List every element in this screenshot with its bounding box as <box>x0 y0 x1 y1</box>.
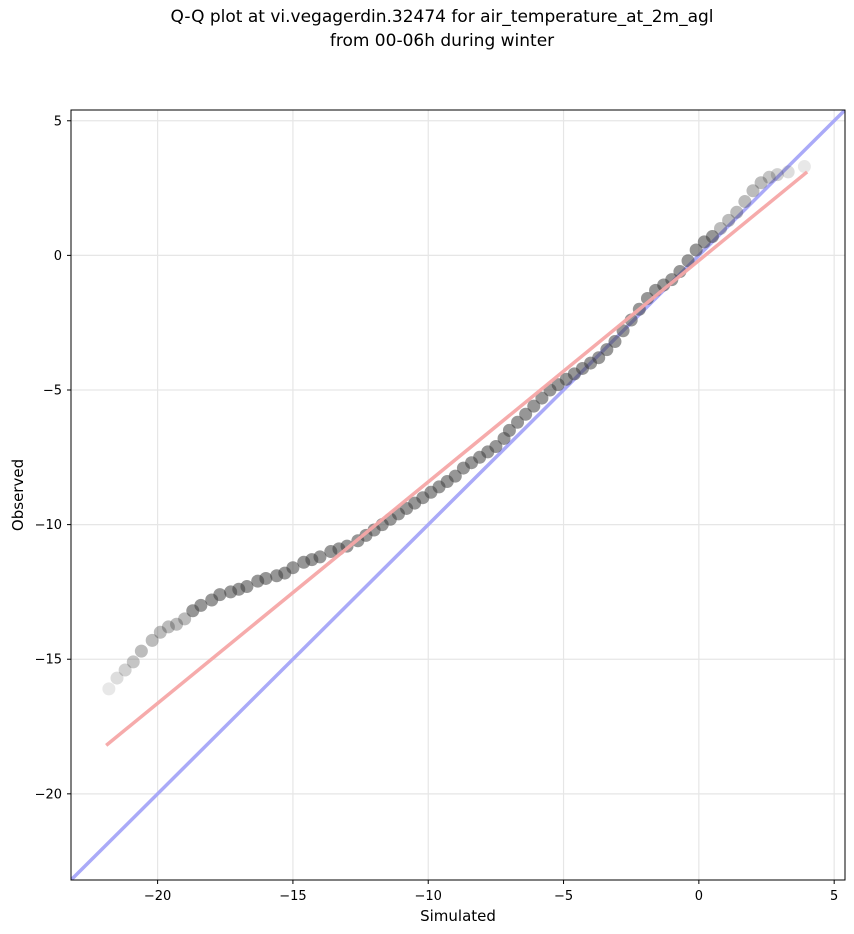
x-axis-label: Simulated <box>420 907 496 925</box>
grid <box>71 110 845 880</box>
y-tick-label: −20 <box>35 787 62 802</box>
y-tick-label: 0 <box>54 249 62 264</box>
fit-line <box>105 170 809 747</box>
y-axis-label: Observed <box>9 459 27 531</box>
data-point <box>754 176 768 190</box>
data-point <box>770 168 784 182</box>
data-point <box>730 205 744 219</box>
data-point <box>616 324 630 338</box>
data-point <box>240 580 254 594</box>
data-point <box>213 588 227 602</box>
data-point <box>722 213 736 227</box>
ticks: −20 −15 −10 −5 0 5 −20 −15 −10 −5 0 5 <box>35 114 839 904</box>
data-point <box>178 612 192 626</box>
data-point <box>102 682 116 696</box>
data-point <box>600 343 614 357</box>
chart-subtitle: from 00-06h during winter <box>329 31 555 51</box>
data-point <box>746 184 760 198</box>
data-point <box>738 195 752 209</box>
data-point <box>762 170 776 184</box>
data-point <box>489 440 503 454</box>
x-tick-label: 0 <box>695 889 703 904</box>
data-point <box>535 391 549 405</box>
data-point <box>118 663 132 677</box>
plot-area <box>71 110 845 880</box>
data-point <box>689 243 703 257</box>
data-point <box>161 620 175 634</box>
data-point <box>519 407 533 421</box>
y-tick-label: −5 <box>43 384 62 399</box>
data-point <box>527 399 541 413</box>
data-point <box>170 617 184 631</box>
data-point <box>286 561 300 575</box>
x-tick-label: −10 <box>415 889 442 904</box>
chart-title: Q-Q plot at vi.vegagerdin.32474 for air_… <box>170 7 714 27</box>
data-point <box>705 230 719 244</box>
data-point <box>681 254 695 268</box>
data-point <box>126 655 140 669</box>
data-point <box>194 598 208 612</box>
y-tick-label: −15 <box>35 653 62 668</box>
data-point <box>511 415 525 429</box>
data-point <box>313 550 327 564</box>
data-point <box>714 221 728 235</box>
x-tick-label: 5 <box>830 889 838 904</box>
data-point <box>781 165 795 179</box>
data-point <box>502 423 516 437</box>
x-tick-label: −5 <box>554 889 573 904</box>
data-point <box>153 625 167 639</box>
data-point <box>608 335 622 349</box>
data-point <box>797 160 811 174</box>
data-point <box>145 633 159 647</box>
y-tick-label: −10 <box>35 518 62 533</box>
data-point <box>110 671 124 685</box>
x-tick-label: −20 <box>144 889 171 904</box>
data-point <box>134 644 148 658</box>
data-point <box>665 273 679 287</box>
plot-frame <box>70 109 846 881</box>
data-point <box>259 571 273 585</box>
x-tick-label: −15 <box>279 889 306 904</box>
y-tick-label: 5 <box>54 114 62 129</box>
data-point <box>448 469 462 483</box>
data-point <box>592 351 606 365</box>
